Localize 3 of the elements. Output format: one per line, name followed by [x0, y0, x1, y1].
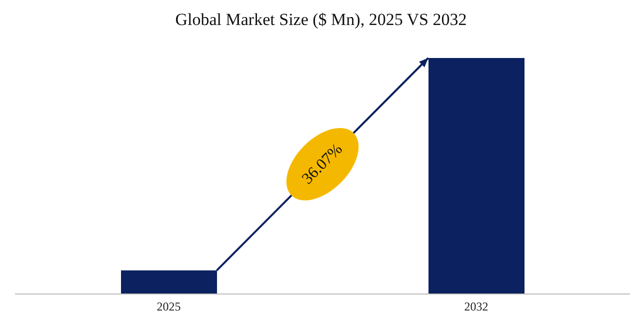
- x-tick-label: 2032: [464, 300, 488, 314]
- x-tick-label: 2025: [156, 300, 181, 314]
- chart-title: Global Market Size ($ Mn), 2025 VS 2032: [174, 10, 468, 30]
